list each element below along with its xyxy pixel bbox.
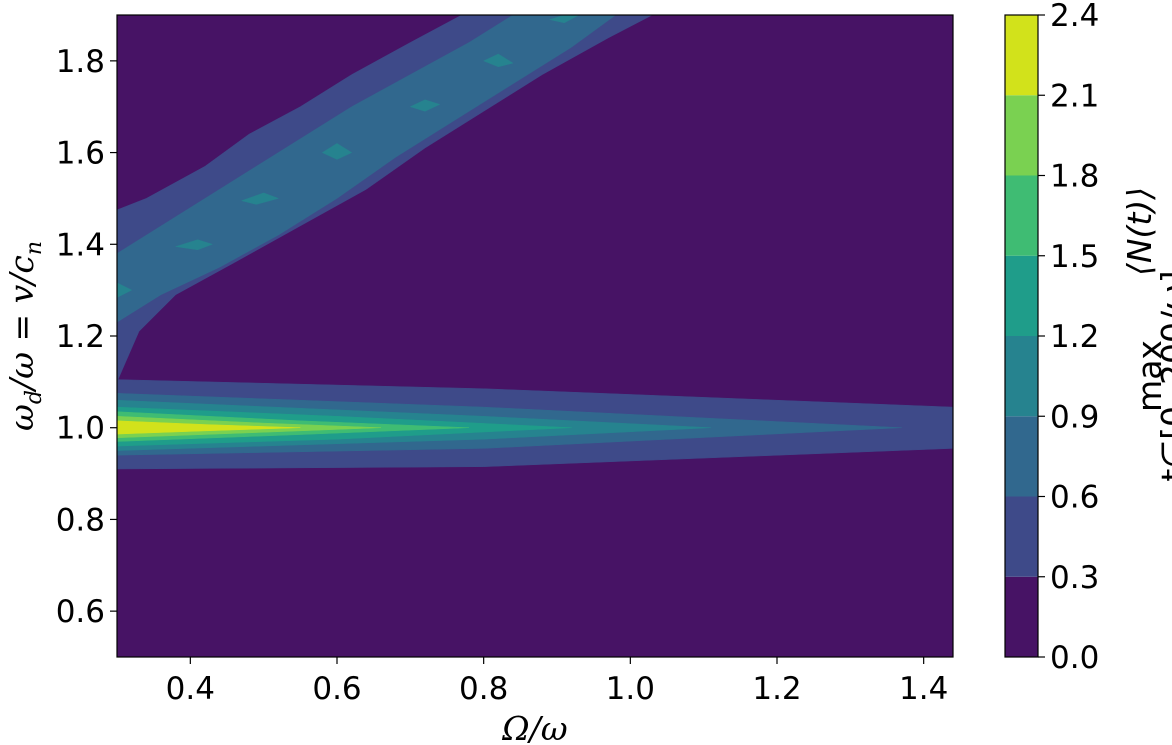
upper-band-peak-5 (409, 99, 441, 112)
colorbar-label-expression: ⟨N(t)⟩ (1120, 187, 1159, 276)
y-tick-label: 0.8 (56, 502, 105, 538)
upper-band-peak-1 (117, 282, 133, 298)
colorbar-segment (1005, 336, 1038, 417)
upper-band-peak-2 (175, 239, 214, 251)
colorbar-label-subscript: t∈[0, 200/ω] (1154, 270, 1172, 481)
colorbar-tick-label: 0.6 (1050, 480, 1099, 516)
colorbar (1005, 15, 1038, 657)
colorbar-tick-label: 1.8 (1050, 159, 1099, 195)
colorbar-tick-label: 0.3 (1050, 560, 1099, 596)
upper-band-peak-7 (548, 15, 580, 24)
y-tick-label: 1.4 (56, 227, 105, 263)
x-tick-label: 1.4 (899, 671, 948, 707)
y-axis-ticks: 0.6 0.8 1.0 1.2 1.4 1.6 1.8 (56, 44, 117, 630)
y-axis-label: ωd/ω = v/cn (2, 241, 47, 431)
upper-resonance-band-inner (117, 15, 617, 323)
colorbar-segment (1005, 496, 1038, 577)
x-axis-label: Ω/ω (501, 709, 567, 745)
colorbar-segment (1005, 416, 1038, 497)
y-tick-label: 0.6 (56, 594, 105, 630)
colorbar-tick-label: 0.9 (1050, 399, 1099, 435)
colorbar-tick-label: 2.1 (1050, 78, 1099, 114)
colorbar-tick-label: 1.2 (1050, 319, 1099, 355)
x-tick-label: 1.0 (606, 671, 655, 707)
plot-background (117, 15, 953, 657)
colorbar-segment (1005, 15, 1038, 96)
colorbar-segment (1005, 255, 1038, 336)
x-axis-ticks: 0.4 0.6 0.8 1.0 1.2 1.4 (166, 657, 948, 707)
colorbar-tick-label: 0.0 (1050, 640, 1099, 676)
y-tick-label: 1.2 (56, 319, 105, 355)
y-tick-label: 1.0 (56, 411, 105, 447)
colorbar-segment (1005, 95, 1038, 176)
contour-regions (117, 15, 953, 470)
colorbar-tick-label: 2.4 (1050, 0, 1099, 34)
colorbar-segment (1005, 175, 1038, 256)
colorbar-tick-label: 1.5 (1050, 239, 1099, 275)
colorbar-label-max: max (1130, 340, 1169, 412)
upper-band-peak-4 (321, 143, 353, 160)
x-tick-label: 1.2 (752, 671, 801, 707)
upper-band-peak-3 (240, 192, 280, 205)
primary-resonance-level-7 (117, 420, 301, 435)
colorbar-label: max t∈[0, 200/ω] ⟨N(t)⟩ (1120, 187, 1172, 482)
colorbar-ticks: 0.0 0.3 0.6 0.9 1.2 1.5 1.8 2.1 2.4 (1038, 0, 1099, 676)
x-tick-label: 0.4 (166, 671, 215, 707)
x-tick-label: 0.8 (459, 671, 508, 707)
colorbar-segment (1005, 576, 1038, 657)
x-tick-label: 0.6 (312, 671, 361, 707)
y-tick-label: 1.8 (56, 44, 105, 80)
y-tick-label: 1.6 (56, 136, 105, 172)
upper-band-peak-6 (483, 53, 514, 68)
